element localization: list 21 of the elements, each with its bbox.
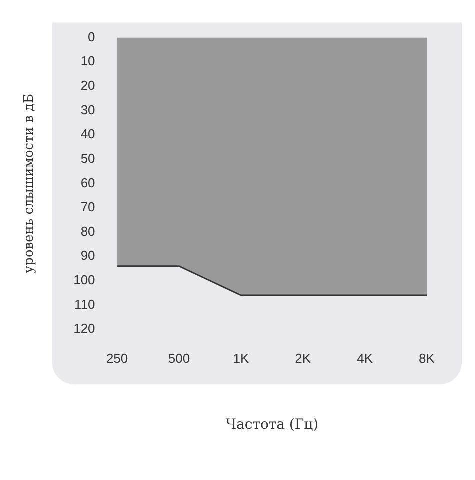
y-tick-label: 10 (80, 54, 96, 69)
x-tick-label: 250 (106, 350, 128, 366)
y-tick-label: 70 (80, 200, 96, 215)
y-tick-label: 80 (80, 224, 96, 239)
y-tick-label: 110 (74, 296, 96, 312)
y-tick-label: 50 (80, 150, 96, 166)
x-axis-title: Частота (Гц) (226, 417, 319, 434)
x-tick-label: 4K (357, 350, 374, 366)
x-tick-label: 500 (168, 350, 190, 366)
y-tick-label: 60 (80, 175, 96, 190)
y-tick-label: 90 (80, 248, 96, 264)
y-tick-label: 100 (74, 272, 96, 288)
y-tick-label: 30 (80, 102, 96, 118)
x-tick-label: 1K (233, 350, 250, 366)
y-axis-title: уровень слышимости в дБ (22, 94, 38, 274)
x-tick-label: 8K (419, 350, 436, 366)
y-tick-label: 120 (74, 321, 96, 336)
y-tick-label: 20 (80, 78, 96, 94)
y-tick-label: 0 (88, 29, 96, 44)
y-tick-label: 40 (80, 126, 96, 142)
x-tick-label: 2K (295, 350, 312, 366)
